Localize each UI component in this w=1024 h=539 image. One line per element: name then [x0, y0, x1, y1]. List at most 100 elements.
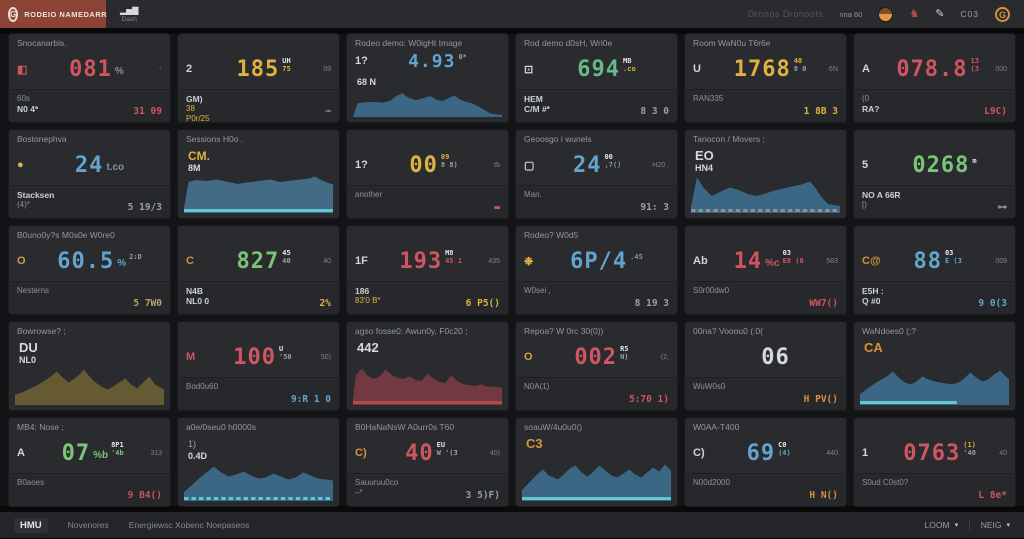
panel-sublabels: Nesterns [17, 286, 49, 296]
stat-badge: MB .co [623, 57, 636, 73]
panel-r1c1[interactable]: Snocanarbis. ◧ 081% ⁖ 60s N0 4* 31 09 [9, 34, 170, 122]
stat-aside: 09 [323, 65, 331, 73]
panel-title [854, 34, 1015, 49]
panel-r5c5[interactable]: W0AA-T400 C) 69 C0 (4) 440 N00d2000 H N() [685, 418, 846, 506]
org-badge-icon[interactable]: G [995, 6, 1010, 22]
panel-footer: NO A 66R[) ⊶ [854, 185, 1015, 218]
panel-sublabels: GM) 38 P0r/25 [186, 94, 210, 122]
panel-r4c2[interactable]: M 100 U '50 50) Bod0u60 9:R 1 0 [178, 322, 339, 410]
stat-badge-line1: 13 [970, 57, 979, 65]
alerts-icon[interactable]: ♞ [909, 8, 920, 20]
panel-r4c6[interactable]: WaNdoes0 (;? CA [854, 322, 1015, 410]
user-hint-text: nna 60 [839, 9, 863, 19]
panel-r4c3[interactable]: agso fosse0: Awun0y, F0c20 ; 442 [347, 322, 508, 410]
stat-badge: UH 75 [282, 57, 290, 73]
sublabel: another [355, 190, 383, 199]
panel-r2c5[interactable]: Tanocon / Movers ; EO HN4 [685, 130, 846, 218]
panel-r1c5[interactable]: Room WaN0u T6r6e U 1768 40 8 0 6N RAN335 1 8B 3 [685, 34, 846, 122]
panel-r3c5[interactable]: Ab 14 %c 03 E8 (0 583 S0r00dw0 WW7() [685, 226, 846, 314]
panel-sublabels: Bod0u60 [186, 382, 218, 392]
stat-badge-line1: 03 [782, 249, 792, 257]
stat-badge-line2: ,7() [604, 161, 622, 169]
brand-title: RODEIO NAMEDARR [24, 9, 108, 19]
panel-sublabels: N4B NL0 0 [186, 286, 209, 306]
stat-value: 193 [399, 248, 443, 274]
panel-title: Bowrowse? ; [17, 326, 66, 336]
panel-r3c3[interactable]: 1F 193 M8 45 1 435 186 83'0 B* 6 P5() [347, 226, 508, 314]
stat-value: 24 [572, 152, 602, 178]
stat-badge: m [972, 157, 976, 165]
panel-footer: HEM C/M #* 8 3 0 [516, 89, 677, 122]
panel-r5c2[interactable]: a0e/0seu0 h0000s 1) 0.4D [178, 418, 339, 506]
panel-subvalue: 6 P5() [465, 298, 500, 309]
app-logo-icon: G [8, 6, 19, 22]
panel-r1c2[interactable]: 2 185 UH 75 09 GM) 38 P0r/25 ⊸ [178, 34, 339, 122]
sparkline-chart [353, 81, 502, 117]
panel-r3c1[interactable]: B0uno0y?s M0s0e W0re0 O 60.5% 2:D Nesterns 5 … [9, 226, 170, 314]
user-avatar[interactable] [878, 6, 894, 22]
panel-title: Snocanarbis. [17, 38, 67, 48]
spark-labels: 68 N [357, 76, 376, 88]
sublabel: Stacksen [17, 190, 55, 200]
panel-title: Room WaN0u T6r6e [693, 38, 771, 48]
panel-r5c6[interactable]: 1 0763 (1) '40 40 S0ud C0st0? L 8e* [854, 418, 1015, 506]
spark-label: HN4 [695, 163, 714, 173]
spark-label: NL0 [19, 355, 37, 365]
stat-value-wrap: 06 [713, 345, 838, 370]
panel-subvalue: 1 8B 3 [803, 106, 838, 117]
panel-r2c1[interactable]: Bostonephva ● 24 t.co Stacksen (4)* 5 19/3 [9, 130, 170, 218]
stat-badge-line2: 8 0 [793, 65, 807, 73]
stat-value-wrap: 827 45 40 [206, 249, 321, 274]
stat-badge-line2: W '(3 [436, 449, 458, 457]
stat-value-wrap: 4.93 0* [375, 51, 500, 72]
stat-badge: M8 45 1 [445, 249, 462, 265]
brand-block[interactable]: G RODEIO NAMEDARR [0, 0, 108, 28]
panel-r3c6[interactable]: C@ 88 03 E (3 009 E5H :Q #0 9 0(3 [854, 226, 1015, 314]
panel-r3c2[interactable]: C 827 45 40 40 N4B NL0 0 2% [178, 226, 339, 314]
time-range-control[interactable]: NEIG ▾ [981, 520, 1010, 530]
panel-r2c3[interactable]: 1? 00 09 8 8) tb another ▬ [347, 130, 508, 218]
panel-r4c1[interactable]: Bowrowse? ; DU NL0 [9, 322, 170, 410]
panel-r1c6[interactable]: A 078.8 13 (3 000 (0 RA? L9C) [854, 34, 1015, 122]
panel-r5c1[interactable]: MB4: Nose ; A 07 %b 8P1'4b 313 B0aoes 9 B4() [9, 418, 170, 506]
footer-link-1[interactable]: Novenores [67, 520, 109, 530]
sublabel: GM) [186, 94, 203, 104]
stat-badge-line2: (4) [778, 449, 791, 457]
chevron-down-icon: ▾ [1006, 522, 1010, 529]
panel-subvalue: 5 19/3 [127, 202, 162, 213]
panel-r2c2[interactable]: Sessions H0o . CM. 8M [178, 130, 339, 218]
panel-icon: C) [693, 447, 705, 459]
panel-r3c4[interactable]: Rodeo? W0d5 ❉ 6P/4.45 W0sei , 8 19 3 [516, 226, 677, 314]
panel-footer: N0A(1) 5:70 1) [516, 377, 677, 410]
stat-badge-line1: M8 [445, 249, 454, 257]
nav-item-dash[interactable]: ▂▅▇ Dash [106, 0, 152, 28]
panel-title: W0AA-T400 [693, 422, 740, 432]
panel-subvalue: 8 19 3 [634, 298, 669, 309]
panel-r5c4[interactable]: soauW/4u0u0() C3 [516, 418, 677, 506]
panel-footer: S0ud C0st0? L 8e* [854, 473, 1015, 506]
panel-r2c6[interactable]: 5 0268 m NO A 66R[) ⊶ [854, 130, 1015, 218]
footer-brand[interactable]: HMU [14, 517, 48, 533]
stat-value-wrap: 60.5% 2:D [37, 249, 162, 274]
panel-title [685, 226, 846, 241]
panel-r4c5[interactable]: 00na? Vooou0 (:0(06 WuW0s0 H PV() [685, 322, 846, 410]
zoom-control[interactable]: LOOM ▾ [925, 520, 959, 530]
spark-label: CA [864, 340, 883, 355]
stat-badge-line1: 03 [944, 249, 954, 257]
panel-title: a0e/0seu0 h0000s [186, 422, 256, 432]
panel-title [854, 130, 1015, 145]
sublabel: –* [355, 488, 363, 497]
panel-main: 1? 00 09 8 8) tb [347, 145, 508, 185]
panel-sublabels: S0ud C0st0? [862, 478, 908, 488]
panel-r1c4[interactable]: Rod demo d0sH, Wri0e ⊡ 694 MB .co HEM C/M #* 8 … [516, 34, 677, 122]
panel-r1c3[interactable]: Rodeo demo: W0igHt Image 1? 4.93 0* 68 N [347, 34, 508, 122]
panel-icon: 2 [186, 63, 193, 75]
panel-title: Bostonephva [17, 134, 67, 144]
panel-r4c4[interactable]: Repoa? W 0rc 30(0)) O 002 R5 N) (2, N0A(1) 5:70… [516, 322, 677, 410]
stat-value-wrap: 00 09 8 8) [375, 153, 492, 178]
edit-icon[interactable]: ✎ [935, 8, 945, 20]
footer-link-2[interactable]: Energiewsc Xobenc Noepaseos [128, 520, 250, 530]
panel-r5c3[interactable]: B0HaNaNsW A0urr0s T60 C) 40 EU W '(3 40) Sauur… [347, 418, 508, 506]
footer-bar: HMU Novenores Energiewsc Xobenc Noepaseo… [0, 512, 1024, 538]
panel-r2c4[interactable]: Geoosgo i wunels ▢ 24 00,7() H20 , Man. 91: 3 [516, 130, 677, 218]
